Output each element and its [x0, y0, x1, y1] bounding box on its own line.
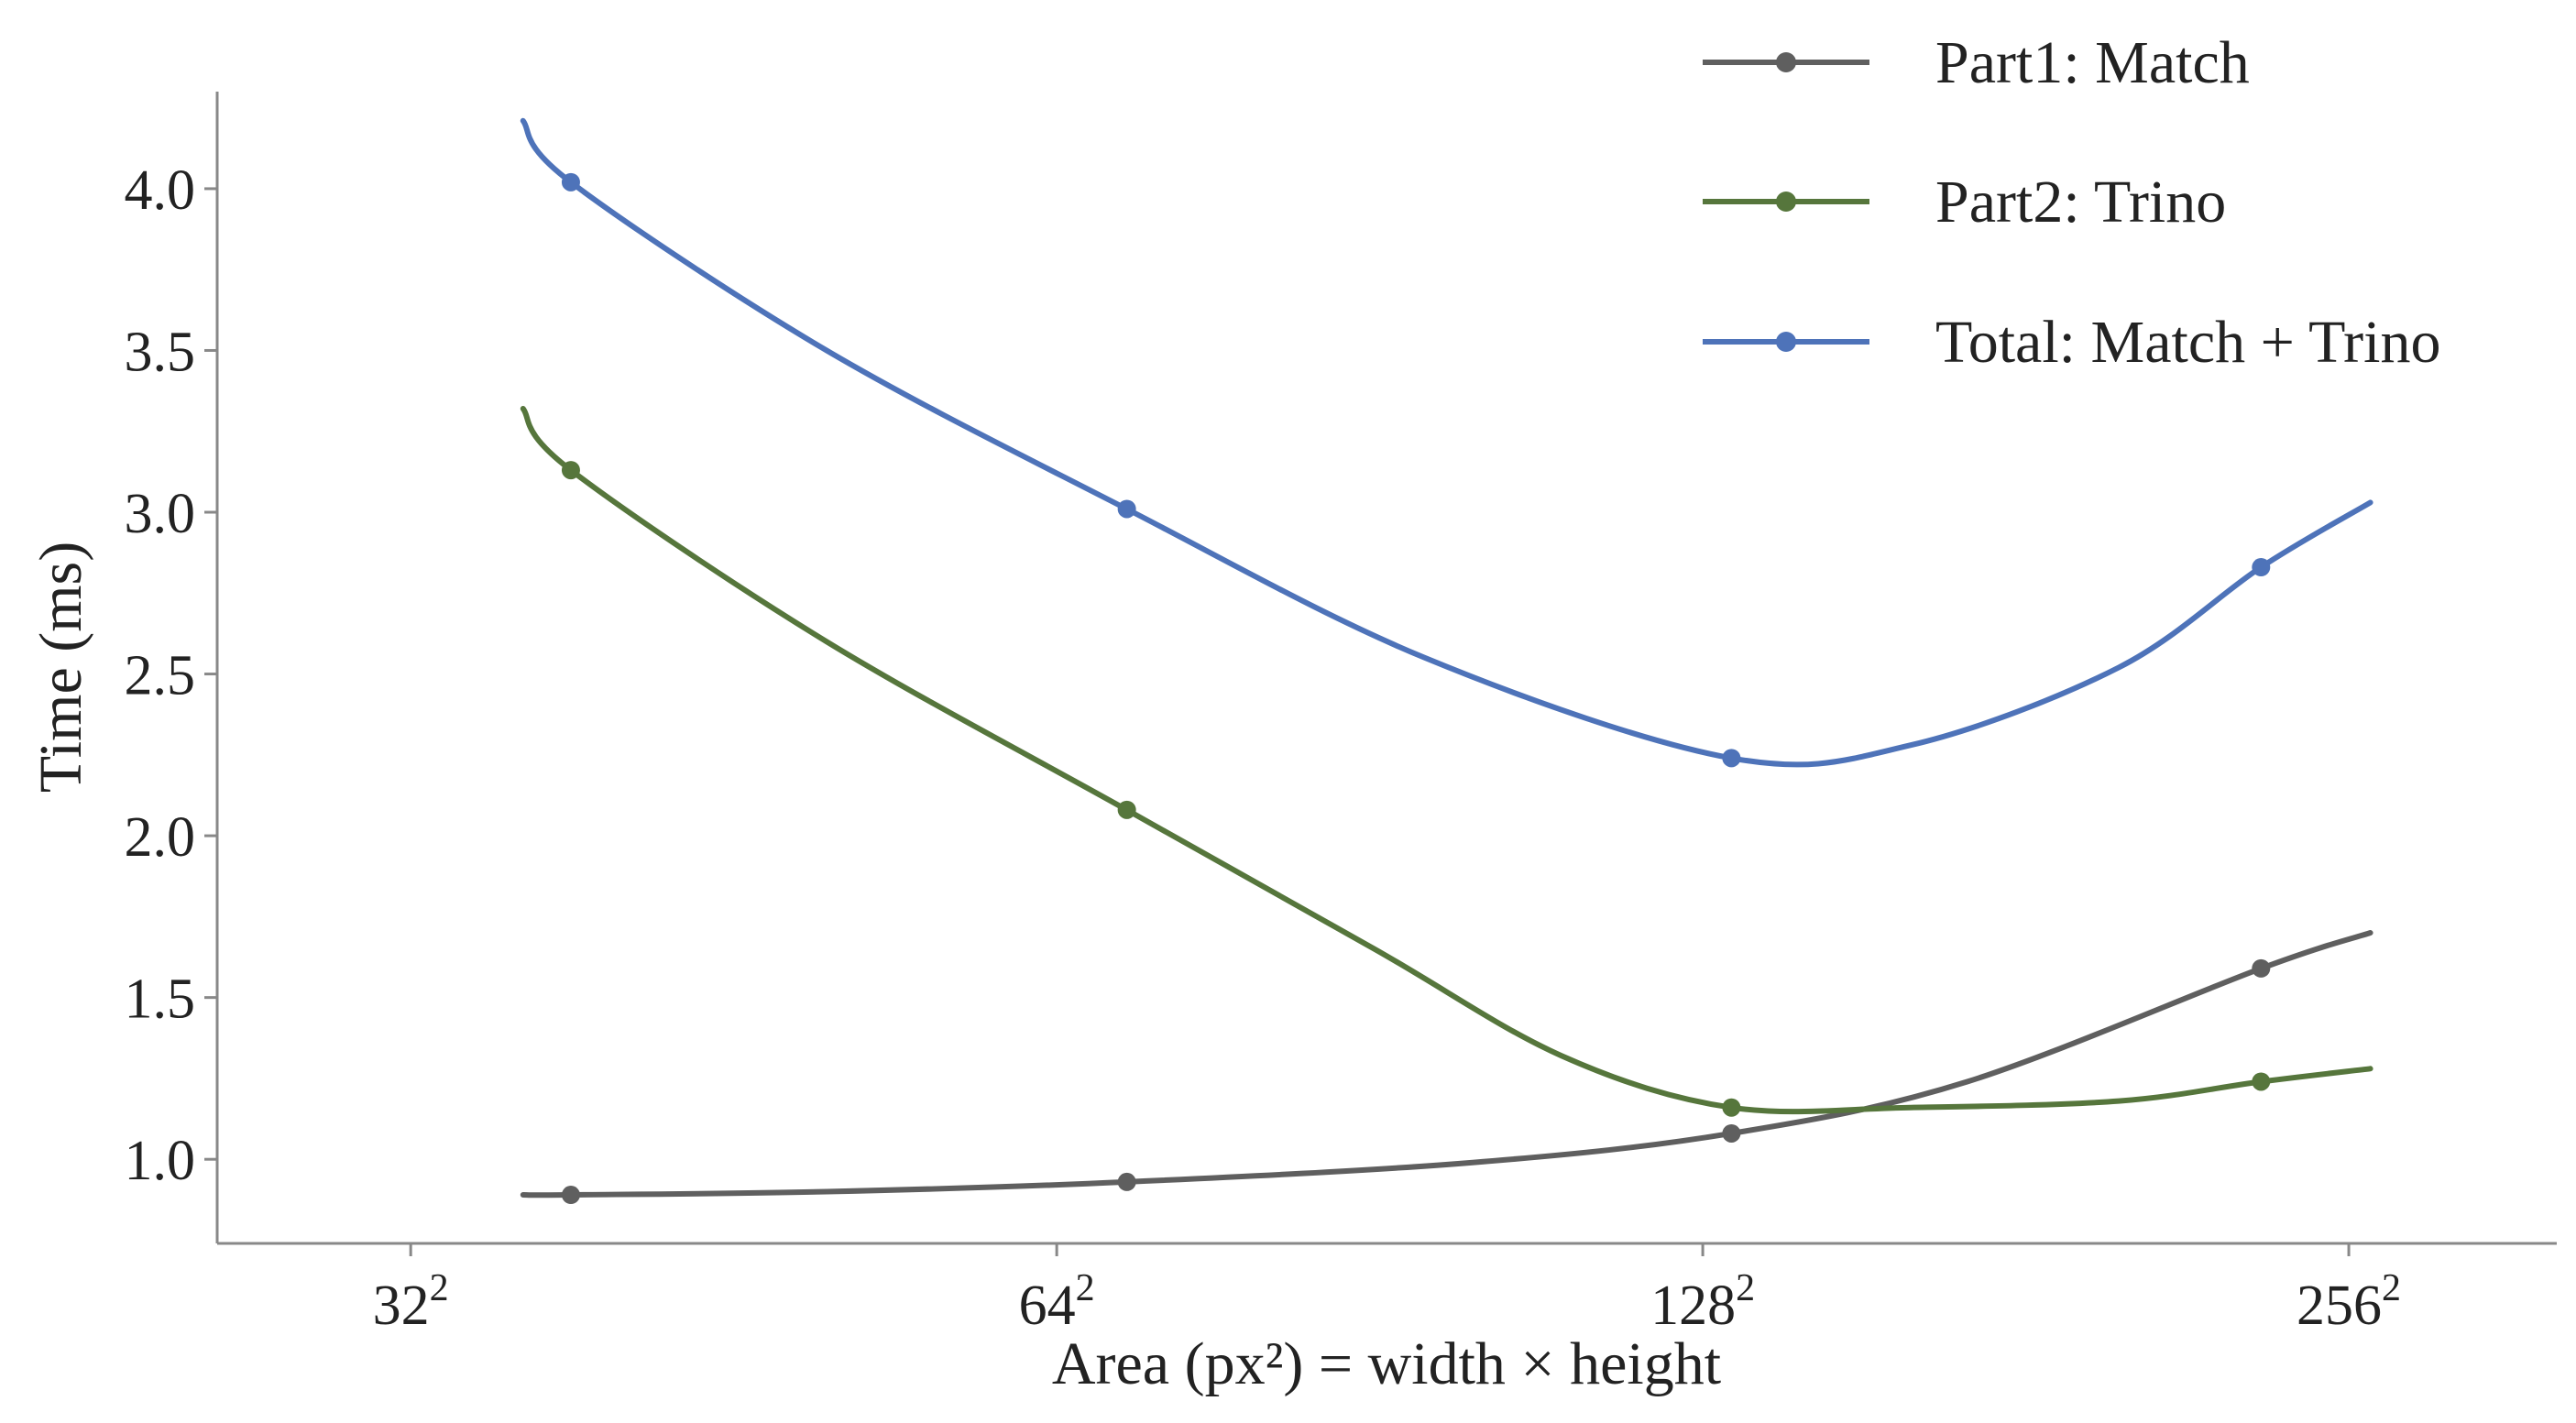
data-point	[1722, 749, 1741, 768]
x-tick-label: 2562	[2296, 1267, 2401, 1337]
y-tick-label: 3.5	[125, 321, 196, 383]
x-tick-exponent: 2	[430, 1267, 449, 1309]
legend: Part1: Match Part2: Trino Total: Match + T…	[1703, 29, 2440, 376]
y-tick-label: 2.0	[125, 806, 196, 869]
x-tick-exponent: 2	[1076, 1267, 1095, 1309]
x-tick-exponent: 2	[2382, 1267, 2401, 1309]
x-tick-exponent: 2	[1736, 1267, 1755, 1309]
x-tick-label: 1282	[1650, 1267, 1755, 1337]
data-point	[561, 1186, 580, 1205]
legend-swatch-marker	[1776, 52, 1796, 72]
legend-item: Part2: Trino	[1703, 169, 2226, 235]
x-tick-base: 64	[1019, 1275, 1076, 1337]
series-line	[520, 406, 2373, 1115]
series-2	[520, 406, 2373, 1117]
y-tick-label: 2.5	[125, 645, 196, 707]
y-tick-label: 4.0	[125, 159, 196, 222]
data-point	[1117, 1172, 1136, 1191]
legend-swatch-marker	[1776, 332, 1796, 352]
series-line	[520, 930, 2373, 1199]
data-point	[1722, 1123, 1741, 1143]
data-point	[1117, 499, 1136, 519]
series-layer	[520, 117, 2373, 1205]
data-point	[2252, 1072, 2271, 1091]
data-point	[1722, 1098, 1741, 1117]
x-tick-base: 128	[1650, 1275, 1736, 1337]
y-tick-label: 3.0	[125, 483, 196, 545]
data-point	[2252, 558, 2271, 577]
data-point	[561, 461, 580, 480]
x-tick-label: 322	[373, 1267, 449, 1337]
x-tick-label: 642	[1019, 1267, 1095, 1337]
y-ticks: 1.0 1.5 2.0 2.5 3.0 3.5 4.0	[125, 159, 217, 1192]
x-tick-base: 256	[2296, 1275, 2382, 1337]
x-ticks: 322 642 1282 2562	[373, 1243, 2401, 1337]
data-point	[2252, 958, 2271, 978]
series-3	[520, 117, 2373, 768]
y-tick-label: 1.0	[125, 1130, 196, 1192]
legend-item: Total: Match + Trino	[1703, 309, 2440, 376]
legend-swatch-marker	[1776, 192, 1796, 212]
series-1	[520, 930, 2373, 1205]
legend-label: Total: Match + Trino	[1935, 309, 2440, 376]
legend-item: Part1: Match	[1703, 29, 2250, 96]
x-tick-base: 32	[373, 1275, 430, 1337]
legend-label: Part2: Trino	[1935, 169, 2226, 235]
data-point	[1117, 800, 1136, 819]
series-line	[520, 117, 2373, 768]
legend-label: Part1: Match	[1935, 29, 2250, 96]
y-tick-label: 1.5	[125, 969, 196, 1031]
y-axis-label: Time (ms)	[27, 542, 94, 793]
data-point	[561, 172, 580, 192]
x-axis-label: Area (px²) = width × height	[1052, 1330, 1721, 1397]
